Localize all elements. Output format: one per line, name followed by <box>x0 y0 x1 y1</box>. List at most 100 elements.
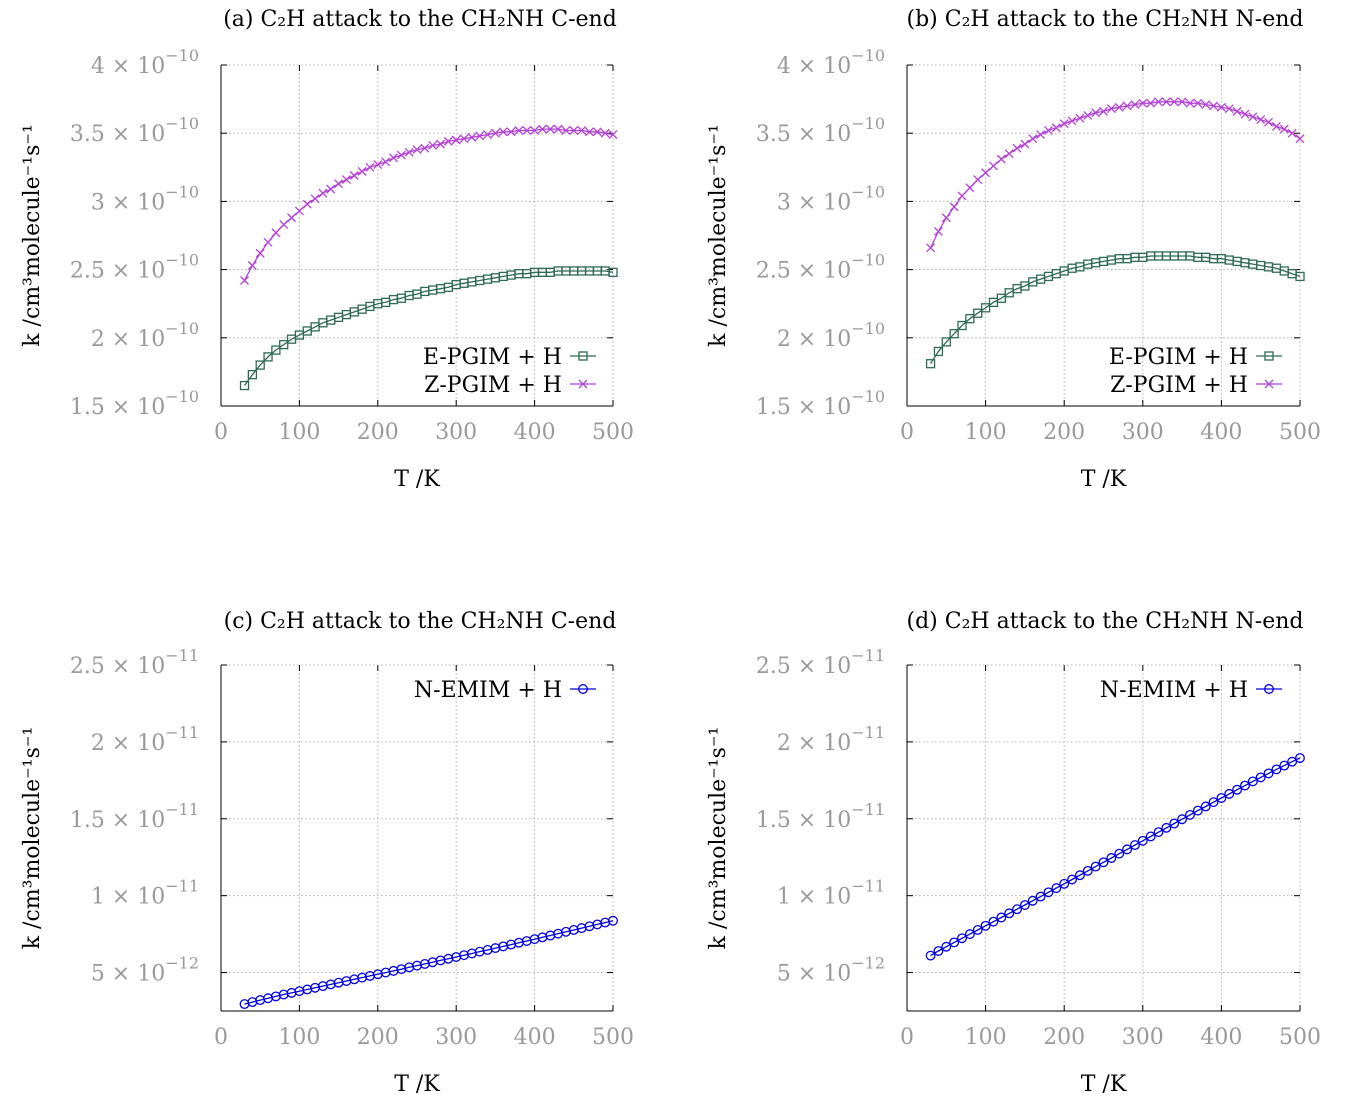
data-point <box>436 139 445 149</box>
data-point <box>1145 831 1156 842</box>
chart-title: (c) C₂H attack to the CH₂NH C-end <box>224 609 617 634</box>
data-point <box>996 154 1006 164</box>
y-tick-mantissa: 5 × 10 <box>91 962 165 987</box>
data-point <box>365 162 375 172</box>
data-point <box>980 920 991 931</box>
data-point <box>1082 865 1093 876</box>
x-tick-label: 300 <box>435 420 477 445</box>
data-point <box>1129 840 1140 851</box>
data-point <box>989 161 998 171</box>
data-point <box>965 314 975 324</box>
legend-marker <box>1264 351 1274 361</box>
data-point <box>279 220 289 230</box>
y-tick-exponent: −10 <box>851 114 885 133</box>
x-tick-label: 300 <box>1122 1025 1164 1050</box>
chart-title: (a) C₂H attack to the CH₂NH C-end <box>223 7 617 32</box>
data-point <box>1279 124 1289 134</box>
data-point <box>483 130 493 140</box>
y-tick-exponent: −12 <box>851 954 885 973</box>
x-tick-label: 0 <box>214 1025 228 1050</box>
y-tick-exponent: −11 <box>165 877 199 896</box>
data-point <box>1201 100 1211 110</box>
data-point <box>459 134 469 144</box>
y-tick-mantissa: 1 × 10 <box>777 885 851 910</box>
data-point <box>255 248 265 258</box>
data-point <box>941 213 951 223</box>
data-point <box>326 184 336 194</box>
data-point <box>553 124 563 134</box>
series-circle <box>925 753 1305 961</box>
y-tick-exponent: −12 <box>165 954 199 973</box>
x-tick-label: 500 <box>592 1025 634 1050</box>
data-point <box>1012 143 1022 153</box>
y-tick-mantissa: 2 × 10 <box>91 731 165 756</box>
legend-marker <box>1264 379 1274 389</box>
data-point <box>420 143 430 153</box>
y-tick-mantissa: 4 × 10 <box>91 54 165 79</box>
data-point <box>1295 271 1305 282</box>
data-point <box>926 243 936 253</box>
data-point <box>1122 844 1133 855</box>
x-tick-label: 0 <box>900 1025 914 1050</box>
y-tick-mantissa: 1.5 × 10 <box>756 808 851 833</box>
data-point <box>1044 126 1053 135</box>
x-tick-label: 500 <box>592 420 634 445</box>
y-tick-label: 1.5 × 10−11 <box>756 800 885 833</box>
y-tick-mantissa: 3.5 × 10 <box>70 122 165 147</box>
legend-label: Z-PGIM + H <box>424 373 562 398</box>
data-point <box>349 171 359 180</box>
data-point <box>1067 874 1078 885</box>
data-point <box>608 130 618 140</box>
data-point <box>1248 112 1258 122</box>
y-tick-mantissa: 3.5 × 10 <box>756 122 851 147</box>
chart-title: (d) C₂H attack to the CH₂NH N-end <box>907 609 1304 634</box>
data-point <box>577 126 587 135</box>
y-tick-label: 3 × 10−10 <box>91 182 199 215</box>
data-point <box>1256 115 1266 125</box>
y-tick-exponent: −11 <box>165 800 199 819</box>
y-tick-label: 3.5 × 10−10 <box>70 114 199 147</box>
data-point <box>996 293 1006 303</box>
legend-marker <box>578 351 588 361</box>
data-point <box>1271 121 1281 131</box>
y-tick-mantissa: 5 × 10 <box>777 962 851 987</box>
data-point <box>585 127 594 137</box>
data-point <box>443 136 453 146</box>
data-point <box>1099 106 1108 116</box>
y-axis-label: k /cm³molecule⁻¹s⁻¹ <box>20 727 45 950</box>
series-square <box>239 266 618 391</box>
data-point <box>933 226 943 236</box>
data-point <box>1295 134 1305 144</box>
data-point <box>1027 895 1038 906</box>
y-tick-exponent: −10 <box>851 46 885 65</box>
y-tick-mantissa: 2.5 × 10 <box>70 654 165 679</box>
data-point <box>1020 139 1030 149</box>
data-point <box>255 360 265 370</box>
y-tick-label: 1 × 10−11 <box>777 877 885 910</box>
data-point <box>941 337 951 347</box>
y-tick-label: 2 × 10−10 <box>777 319 885 352</box>
data-point <box>981 168 991 178</box>
data-point <box>569 126 579 135</box>
data-point <box>1012 904 1022 915</box>
x-tick-label: 500 <box>1279 420 1321 445</box>
data-point <box>1091 108 1101 118</box>
data-point <box>592 127 602 137</box>
data-point <box>1106 104 1116 114</box>
data-point <box>1224 104 1234 114</box>
chart-title: (b) C₂H attack to the CH₂NH N-end <box>907 7 1304 32</box>
y-axis-label: k /cm³molecule⁻¹s⁻¹ <box>706 124 731 347</box>
x-tick-label: 100 <box>278 420 320 445</box>
y-tick-mantissa: 1 × 10 <box>91 885 165 910</box>
data-point <box>239 380 250 391</box>
y-axis-label: k /cm³molecule⁻¹s⁻¹ <box>706 727 731 950</box>
x-tick-label: 400 <box>514 1025 556 1050</box>
data-point <box>247 369 258 380</box>
legend-label: E-PGIM + H <box>423 345 562 370</box>
legend-marker <box>578 379 588 389</box>
data-point <box>1192 805 1203 816</box>
data-point <box>310 194 320 204</box>
data-point <box>957 320 967 331</box>
data-point <box>263 237 273 247</box>
